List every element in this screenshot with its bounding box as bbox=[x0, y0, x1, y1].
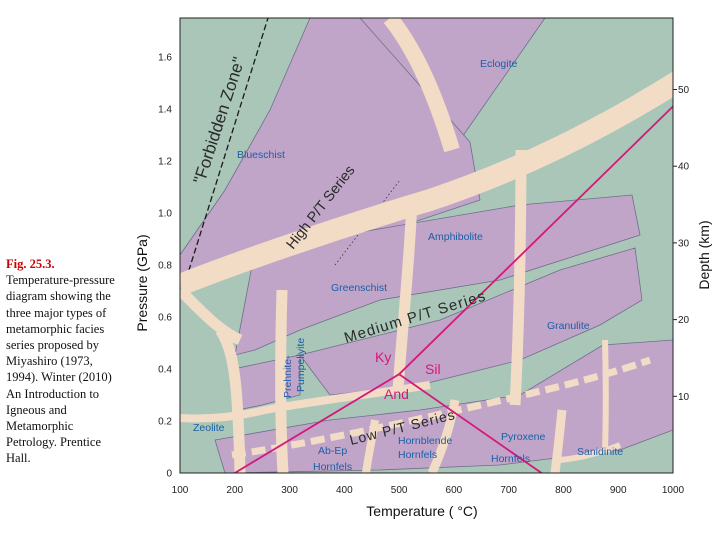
band-amphibolite-granulite bbox=[509, 149, 527, 406]
x-tick-label: 1000 bbox=[662, 485, 685, 496]
x-tick-label: 600 bbox=[446, 485, 463, 496]
sillimanite-label: Sil bbox=[425, 361, 441, 377]
depth-tick-label: 20 bbox=[678, 315, 690, 326]
depth-tick-label: 40 bbox=[678, 162, 690, 173]
zeolite-label: Zeolite bbox=[193, 422, 225, 434]
hornblende-label: Hornblende bbox=[398, 435, 452, 447]
x-tick-label: 100 bbox=[172, 485, 189, 496]
blueschist-label: Blueschist bbox=[237, 149, 285, 161]
sanidinite-label: Sanidinite bbox=[577, 446, 623, 458]
band-greenschist-amphibolite bbox=[392, 199, 418, 391]
forbidden-zone-line bbox=[180, 18, 269, 301]
y-tick-label: 0.8 bbox=[158, 261, 172, 272]
pyroxene-label: Pyroxene bbox=[501, 431, 546, 443]
prehnite-label: Prehnite- bbox=[282, 355, 294, 398]
band-blueschist-eclogite bbox=[383, 18, 460, 153]
amphibolite-label: Amphibolite bbox=[428, 231, 483, 243]
high-pt-series-band bbox=[180, 71, 673, 296]
band-zeolite-upper bbox=[180, 381, 431, 423]
contact-boundary-left bbox=[362, 419, 379, 473]
x-tick-label: 900 bbox=[610, 485, 627, 496]
depth-tick-label: 10 bbox=[678, 392, 690, 403]
y-tick-label: 0.2 bbox=[158, 417, 172, 428]
polymorph-boundary-ky-and bbox=[234, 373, 400, 473]
low-pt-series-dashed bbox=[231, 356, 652, 459]
y-tick-label: 0.4 bbox=[158, 365, 172, 376]
band-greenschist-lower bbox=[215, 326, 246, 473]
abep-hornfels-label: Hornfels bbox=[313, 461, 352, 473]
y-axis-title: Pressure (GPa) bbox=[134, 234, 150, 331]
polymorph-boundary-and-sil bbox=[398, 373, 543, 473]
polymorph-boundary-ky-sil bbox=[398, 105, 673, 375]
kyanite-label: Ky bbox=[375, 349, 391, 365]
pumpellyite-label: Pumpellyite bbox=[295, 338, 307, 392]
x-tick-label: 200 bbox=[226, 485, 243, 496]
y-tick-label: 1.2 bbox=[158, 157, 172, 168]
caption-text: Temperature-pressure diagram showing the… bbox=[6, 273, 115, 466]
depth-tick-label: 50 bbox=[678, 85, 690, 96]
x-tick-label: 300 bbox=[281, 485, 298, 496]
x-tick-label: 800 bbox=[555, 485, 572, 496]
contact-boundary-right bbox=[602, 339, 609, 451]
x-axis-title: Temperature ( °C) bbox=[366, 503, 477, 519]
y2-axis-title: Depth (km) bbox=[696, 220, 712, 289]
band-contact-pyroxene bbox=[550, 409, 567, 473]
x-tick-label: 700 bbox=[500, 485, 517, 496]
abep-label: Ab-Ep bbox=[318, 445, 347, 457]
y-tick-label: 1.4 bbox=[158, 105, 172, 116]
andalusite-label: And bbox=[384, 386, 409, 402]
depth-tick-label: 30 bbox=[678, 238, 690, 249]
y-tick-label: 0 bbox=[166, 469, 172, 480]
plot-frame bbox=[179, 17, 674, 474]
eclogite-label: Eclogite bbox=[480, 58, 518, 70]
pyroxene-hornfels-label: Hornfels bbox=[491, 453, 530, 465]
greenschist-label: Greenschist bbox=[331, 282, 387, 294]
granulite-label: Granulite bbox=[547, 320, 590, 332]
dotted-boundary-line bbox=[334, 179, 401, 266]
y-tick-label: 1.6 bbox=[158, 53, 172, 64]
x-tick-label: 500 bbox=[391, 485, 408, 496]
band-prehnite bbox=[275, 289, 289, 473]
y-tick-label: 1.0 bbox=[158, 209, 172, 220]
y-tick-label: 0.6 bbox=[158, 313, 172, 324]
figure-caption: Fig. 25.3. Temperature-pressure diagram s… bbox=[6, 256, 118, 467]
figure-number: Fig. 25.3. bbox=[6, 257, 55, 271]
hornblende-hornfels-label: Hornfels bbox=[398, 449, 437, 461]
medium-pt-series-band bbox=[180, 286, 243, 346]
contact-boundary-low bbox=[559, 442, 622, 463]
x-tick-label: 400 bbox=[336, 485, 353, 496]
